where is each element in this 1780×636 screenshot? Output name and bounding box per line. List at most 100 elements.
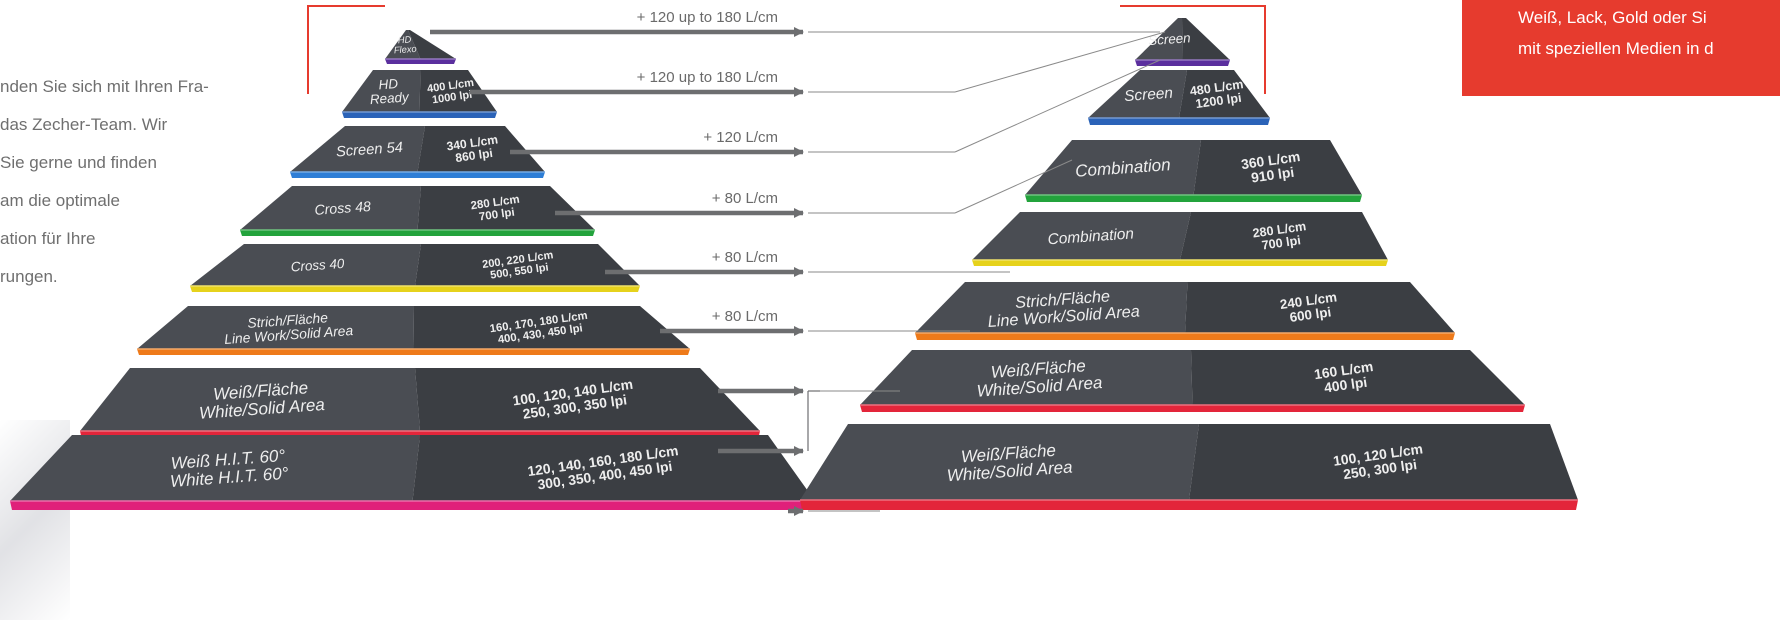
- arrow-group: + 120 up to 180 L/cm + 120 up to 180 L/cm…: [430, 9, 820, 516]
- layer-face-left: [80, 368, 420, 431]
- layer-name: Screen: [1124, 85, 1174, 105]
- layer-face-right: [413, 306, 690, 349]
- layer-name: Cross 40: [290, 256, 345, 275]
- layer-spec-line: 910 lpi: [1250, 164, 1295, 186]
- layer-face-right: [417, 186, 595, 230]
- layer-face-right: [1193, 140, 1362, 195]
- layer-name-line: Strich/Fläche: [247, 310, 329, 331]
- layer-name-line: Cross 40: [290, 256, 345, 275]
- intro-line: Sie gerne und finden: [0, 153, 157, 172]
- layer-face-right: [1191, 350, 1525, 405]
- layer-face-left: [10, 435, 420, 501]
- layer-color-band: [860, 405, 1525, 412]
- layer-color-band: [240, 230, 595, 236]
- intro-line: rungen.: [0, 267, 58, 286]
- layer-spec-line: 1200 lpi: [1195, 91, 1243, 111]
- layer-face-right: [415, 368, 760, 431]
- layer-name: Screen: [1148, 30, 1191, 48]
- red-box-line: mit speziellen Medien in d: [1518, 39, 1714, 58]
- layer-name-line: Combination: [1047, 225, 1134, 248]
- layer-color-band: [1088, 118, 1270, 125]
- layer-face-left: [860, 350, 1193, 405]
- layer-name: Screen 54: [335, 140, 403, 161]
- layer-face-right: [1180, 212, 1388, 260]
- left-red-bracket: [307, 5, 385, 94]
- layer-name-line: Screen 54: [335, 140, 403, 161]
- layer-face-right: [1185, 282, 1455, 333]
- left-pyramid-layer: Weiß H.I.T. 60°White H.I.T. 60° 120, 140,…: [10, 435, 815, 510]
- connector-line: [954, 31, 1166, 93]
- layer-face-right: [1182, 18, 1230, 60]
- layer-face-right: [419, 70, 497, 112]
- layer-spec-line: 400 lpi: [1323, 374, 1368, 396]
- connector-lines: [808, 31, 1166, 512]
- layer-spec-line: 860 lpi: [454, 146, 493, 165]
- red-info-box: Weiß, Lack, Gold oder Si mit speziellen …: [1462, 0, 1780, 96]
- layer-face-right: [1179, 70, 1270, 118]
- layer-face-left: [385, 30, 421, 59]
- intro-line: am die optimale: [0, 191, 121, 210]
- layer-color-band: [915, 333, 1455, 340]
- arrow-label: + 80 L/cm: [712, 249, 778, 266]
- layer-name: Combination: [1047, 225, 1134, 248]
- layer-spec-line: 700 lpi: [1261, 233, 1302, 252]
- layer-color-band: [137, 349, 690, 355]
- layer-face-right: [408, 30, 456, 59]
- layer-color-band: [10, 501, 815, 510]
- layer-color-band: [972, 260, 1388, 266]
- layer-face-right: [417, 126, 545, 172]
- layer-face-left: [190, 244, 421, 286]
- arrow-label: + 80 L/cm: [712, 308, 778, 325]
- layer-color-band: [1025, 195, 1362, 202]
- layer-face-left: [800, 424, 1199, 500]
- layer-face-left: [1025, 140, 1201, 195]
- arrow-label: + 80 L/cm: [712, 190, 778, 207]
- arrow-label: + 120 up to 180 L/cm: [637, 69, 778, 86]
- layer-name-line: Screen: [1124, 85, 1174, 105]
- arrow-label: + 120 up to 180 L/cm: [637, 9, 778, 26]
- layer-name-line: Flexo: [394, 44, 417, 56]
- layer-name-line: Screen: [1148, 30, 1191, 48]
- intro-line: ation für Ihre: [0, 229, 96, 248]
- intro-text: nden Sie sich mit Ihren Fra- das Zecher-…: [0, 68, 300, 296]
- arrow-label: + 120 L/cm: [703, 129, 778, 146]
- intro-line: das Zecher-Team. Wir: [0, 115, 168, 134]
- layer-face-right: [412, 435, 815, 501]
- layer-color-band: [385, 59, 456, 64]
- layer-color-band: [800, 500, 1578, 510]
- layer-face-left: [342, 70, 421, 112]
- layer-face-left: [915, 282, 1188, 333]
- right-red-bracket: [1120, 5, 1266, 94]
- layer-face-left: [290, 126, 425, 172]
- layer-name: Cross 48: [314, 198, 372, 218]
- layer-face-left: [1088, 70, 1187, 118]
- layer-face-left: [972, 212, 1191, 260]
- layer-color-band: [1135, 60, 1230, 66]
- connector-line: [954, 59, 1161, 153]
- layer-face-left: [1135, 18, 1183, 60]
- layer-name-line: Ready: [369, 89, 410, 107]
